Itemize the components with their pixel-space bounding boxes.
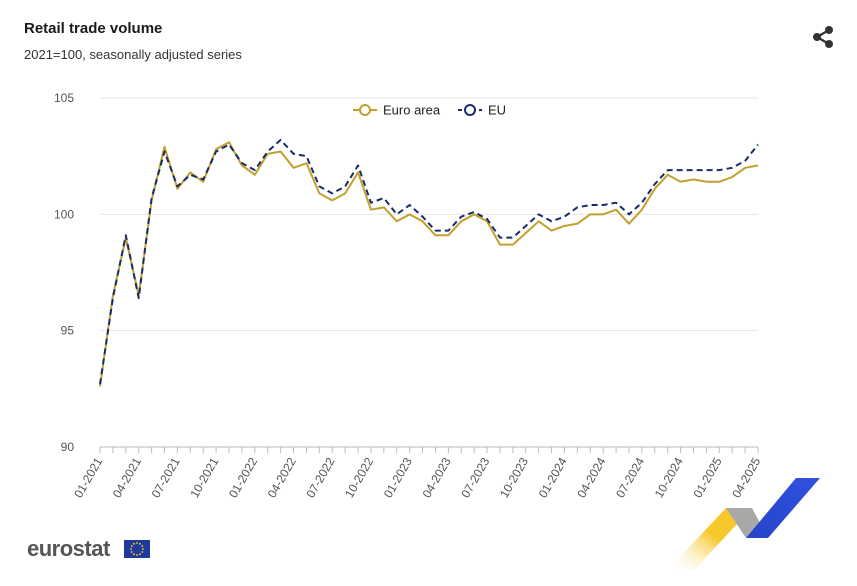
flag-star bbox=[130, 548, 132, 550]
x-tick-label: 04-2023 bbox=[420, 455, 454, 500]
series-line-euro-area[interactable] bbox=[99, 141, 759, 387]
legend-marker bbox=[464, 104, 476, 116]
legend: Euro area EU bbox=[353, 103, 506, 118]
x-tick-label: 07-2023 bbox=[458, 455, 492, 500]
eu-flag-icon bbox=[124, 540, 150, 558]
flag-star bbox=[139, 542, 141, 545]
y-tick-label: 90 bbox=[61, 440, 75, 454]
x-tick-label: 07-2024 bbox=[613, 455, 647, 500]
flag-star bbox=[130, 551, 133, 553]
x-tick-label: 07-2022 bbox=[303, 455, 337, 500]
grid-lines bbox=[100, 97, 758, 332]
x-tick-label: 04-2022 bbox=[265, 455, 299, 500]
x-tick-label: 04-2024 bbox=[574, 455, 608, 500]
y-axis: 90 95 100 105 bbox=[54, 91, 74, 454]
legend-label: Euro area bbox=[383, 103, 441, 118]
eurostat-logo-text: eurostat bbox=[27, 536, 110, 561]
flag-star bbox=[136, 542, 138, 544]
x-tick-label: 10-2023 bbox=[497, 455, 531, 500]
legend-marker bbox=[359, 104, 371, 116]
flag-star bbox=[139, 553, 141, 556]
x-tick-label: 07-2021 bbox=[149, 455, 183, 500]
eurostat-ribbon-icon bbox=[668, 478, 820, 570]
legend-item-eu[interactable]: EU bbox=[458, 103, 506, 118]
series-line-eu[interactable] bbox=[99, 138, 759, 385]
x-tick-label: 01-2023 bbox=[381, 455, 415, 500]
flag-star bbox=[130, 545, 133, 547]
y-tick-label: 95 bbox=[61, 324, 75, 338]
flag-star bbox=[136, 554, 138, 556]
flag-star bbox=[141, 545, 144, 547]
x-tick-label: 01-2024 bbox=[536, 455, 570, 500]
x-tick-label: 04-2021 bbox=[110, 455, 144, 500]
series-lines bbox=[99, 138, 759, 387]
x-tick-label: 10-2021 bbox=[187, 455, 221, 500]
flag-star bbox=[133, 553, 135, 556]
x-tick-label: 01-2022 bbox=[226, 455, 260, 500]
y-tick-label: 100 bbox=[54, 207, 74, 221]
legend-item-euro-area[interactable]: Euro area bbox=[353, 103, 441, 118]
y-tick-label: 105 bbox=[54, 91, 74, 105]
x-axis: 01-2021 04-2021 07-2021 10-2021 01-2022 04-20… bbox=[71, 446, 764, 500]
flag-star bbox=[142, 548, 144, 550]
x-tick-label: 10-2022 bbox=[342, 455, 376, 500]
flag-star bbox=[133, 542, 135, 545]
flag-star bbox=[141, 551, 144, 553]
share-icon[interactable] bbox=[810, 24, 836, 50]
chart-subtitle: 2021=100, seasonally adjusted series bbox=[24, 47, 242, 62]
chart-title: Retail trade volume bbox=[24, 20, 163, 37]
x-tick-label: 01-2021 bbox=[71, 455, 105, 500]
legend-label: EU bbox=[488, 103, 506, 118]
